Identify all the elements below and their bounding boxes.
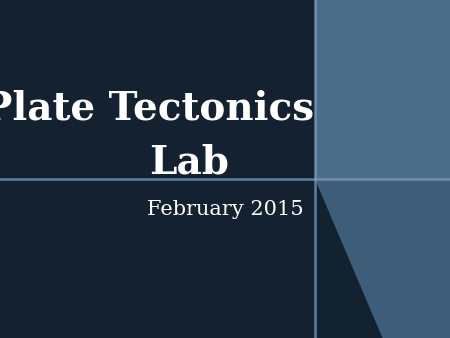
Text: Lab: Lab xyxy=(149,143,229,181)
Bar xyxy=(315,0,450,179)
Bar xyxy=(0,0,315,179)
Bar xyxy=(0,179,315,338)
Bar xyxy=(315,179,450,338)
Text: Plate Tectonics: Plate Tectonics xyxy=(0,89,314,127)
Text: February 2015: February 2015 xyxy=(147,200,303,219)
Polygon shape xyxy=(0,0,382,338)
